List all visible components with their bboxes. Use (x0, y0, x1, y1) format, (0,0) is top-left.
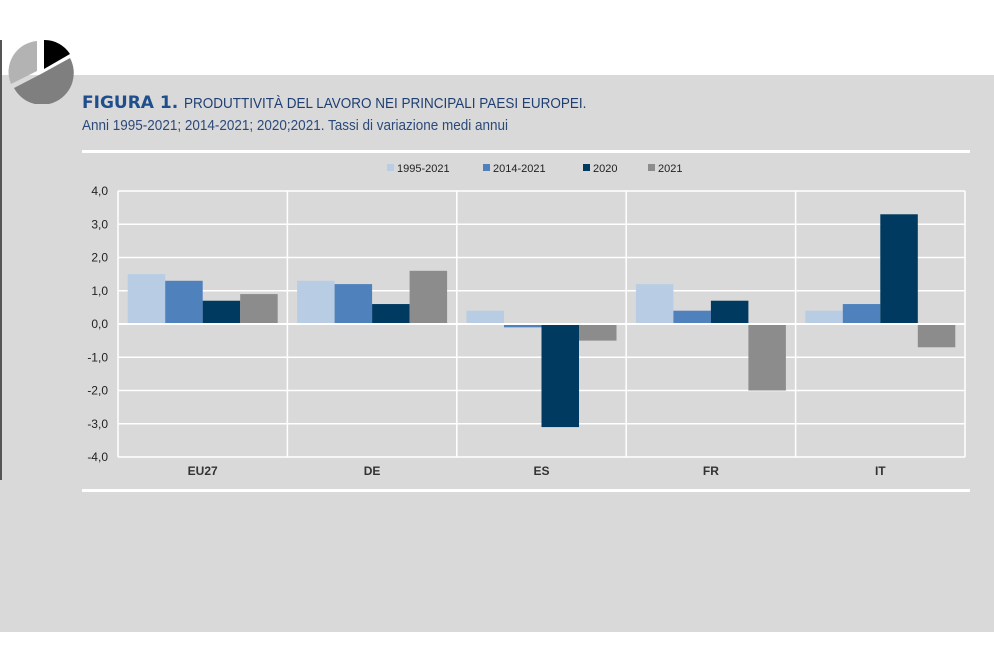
pie-chart-icon (8, 39, 74, 104)
bar-FR-1995-2021 (635, 284, 674, 324)
bar-FR-2021 (748, 324, 786, 391)
bar-DE-1995-2021 (297, 280, 335, 324)
bar-ES-2021 (579, 324, 617, 341)
y-tick-label: 0,0 (91, 317, 108, 331)
y-tick-label: 1,0 (91, 284, 108, 298)
y-tick-label: -1,0 (87, 350, 108, 364)
bar-EU27-2014-2021 (165, 280, 203, 324)
y-tick-label: 4,0 (91, 184, 108, 198)
bar-EU27-2021 (240, 294, 278, 324)
y-tick-label: -2,0 (87, 384, 108, 398)
figure-title: FIGURA 1. PRODUTTIVITÀ DEL LAVORO NEI PRI… (82, 93, 631, 113)
bar-ES-1995-2021 (466, 310, 504, 324)
y-tick-label: 2,0 (91, 251, 108, 265)
bar-IT-1995-2021 (805, 310, 843, 324)
legend-swatch (387, 164, 394, 171)
bar-ES-2014-2021 (504, 324, 542, 328)
legend-label: 2014-2021 (493, 163, 546, 175)
x-tick-label: EU27 (188, 464, 218, 478)
figure-subtitle: Anni 1995-2021; 2014-2021; 2020;2021. Ta… (82, 117, 509, 134)
x-tick-label: IT (875, 464, 886, 478)
top-rule (82, 150, 970, 153)
legend-swatch (583, 164, 590, 171)
bar-ES-2020 (541, 324, 579, 428)
legend-label: 1995-2021 (397, 163, 450, 175)
bar-IT-2014-2021 (842, 304, 881, 324)
bar-EU27-2020 (202, 300, 241, 324)
legend-label: 2020 (593, 163, 617, 175)
bar-FR-2020 (710, 300, 749, 324)
bar-EU27-1995-2021 (127, 274, 166, 324)
bar-DE-2014-2021 (334, 284, 373, 324)
bar-FR-2014-2021 (673, 310, 711, 324)
bar-DE-2021 (409, 270, 448, 324)
y-tick-label: 3,0 (91, 217, 108, 231)
figure-title-text: PRODUTTIVITÀ DEL LAVORO NEI PRINCIPALI P… (184, 95, 587, 112)
bar-IT-2021 (917, 324, 956, 348)
bar-IT-2020 (880, 214, 918, 324)
y-tick-label: -3,0 (87, 417, 108, 431)
legend-swatch (648, 164, 655, 171)
y-tick-label: -4,0 (87, 450, 108, 464)
x-tick-label: FR (703, 464, 719, 478)
legend-swatch (483, 164, 490, 171)
x-tick-label: ES (533, 464, 549, 478)
legend-label: 2021 (658, 163, 682, 175)
x-tick-label: DE (364, 464, 381, 478)
bar-DE-2020 (372, 304, 410, 324)
left-border (0, 40, 2, 480)
bottom-rule (82, 489, 970, 492)
figure-panel (0, 75, 994, 632)
figure-label: FIGURA 1. (82, 93, 179, 113)
